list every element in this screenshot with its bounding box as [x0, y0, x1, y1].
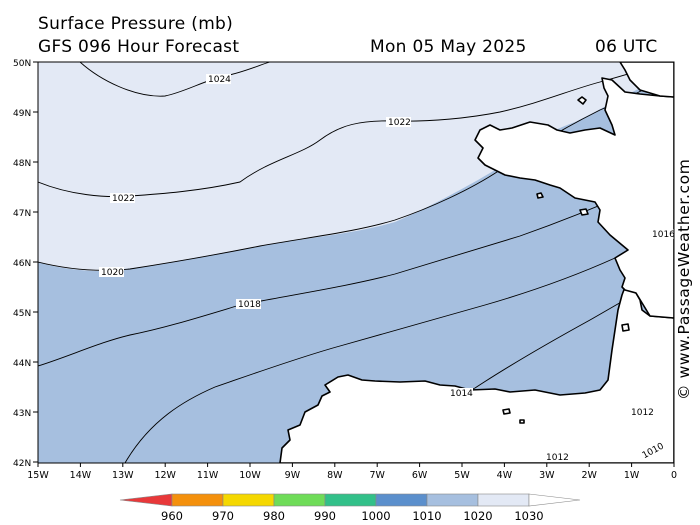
lon-label: 12W [154, 470, 176, 481]
model-run: GFS 096 Hour Forecast [38, 37, 240, 57]
svg-text:1020: 1020 [101, 268, 124, 278]
lon-label: 6W [412, 470, 428, 481]
svg-text:1016: 1016 [652, 230, 675, 240]
lon-label: 2W [581, 470, 597, 481]
lon-label: 7W [369, 470, 385, 481]
island [579, 208, 589, 216]
legend-label: 1000 [361, 509, 390, 523]
svg-text:1018: 1018 [238, 300, 261, 310]
isobar-label: 1012 [544, 452, 569, 463]
legend-swatch [426, 493, 479, 507]
svg-text:1012: 1012 [546, 453, 569, 463]
island [502, 408, 511, 415]
island [577, 96, 587, 105]
svg-text:1024: 1024 [208, 75, 231, 85]
lon-label: 3W [539, 470, 555, 481]
isobar-line [38, 71, 674, 271]
isobar-label: 1016 [650, 229, 675, 240]
legend-swatch [477, 493, 530, 507]
isobar-line [79, 62, 271, 97]
cornwall-landmass [619, 62, 674, 98]
lat-label: 46N [13, 259, 31, 269]
lat-label: 49N [13, 109, 31, 119]
lon-label: 10W [239, 470, 261, 481]
legend-label: 990 [314, 509, 336, 523]
isobar-label: 1024 [206, 74, 231, 85]
pressure-legend: 960 970 980 990 1000 1010 1020 1030 [119, 493, 581, 523]
legend-swatch [324, 493, 377, 507]
lon-label: 8W [327, 470, 343, 481]
lat-label: 50N [13, 59, 31, 69]
isobar-label: 1014 [448, 388, 473, 399]
france-landmass [474, 62, 674, 319]
legend-swatch [171, 493, 224, 507]
island [536, 192, 544, 199]
lat-label: 45N [13, 309, 31, 319]
isobar-label: 1022 [110, 193, 135, 204]
credit-watermark: © www.PassageWeather.com [675, 158, 693, 400]
isobar-label: 1018 [236, 299, 261, 310]
lon-label: 11W [197, 470, 219, 481]
longitude-axis: 15W 14W 13W 12W 11W 10W 9W 8W 7W 6W 5W 4… [27, 463, 677, 481]
lon-label: 1W [624, 470, 640, 481]
legend-label: 970 [212, 509, 234, 523]
svg-text:1014: 1014 [450, 389, 473, 399]
legend-label: 1010 [412, 509, 441, 523]
lon-label: 0 [671, 470, 677, 481]
lat-label: 48N [13, 159, 31, 169]
chart-title: Surface Pressure (mb) [38, 14, 234, 34]
legend-label: 1020 [463, 509, 492, 523]
isobar-labels: 1024 1022 1022 1020 1018 1016 1014 1012 … [99, 74, 675, 463]
legend-arrow-left [119, 493, 173, 507]
lat-label: 42N [13, 459, 31, 469]
isobar-label: 1022 [386, 117, 411, 128]
map-area [38, 62, 674, 463]
legend-label: 1030 [514, 509, 543, 523]
legend-swatch [375, 493, 428, 507]
lon-label: 4W [497, 470, 513, 481]
forecast-date: Mon 05 May 2025 [370, 37, 527, 57]
legend-label: 960 [161, 509, 183, 523]
lon-label: 13W [112, 470, 134, 481]
landmass [279, 62, 674, 463]
svg-text:1022: 1022 [388, 118, 411, 128]
island [519, 419, 525, 424]
isobar-label: 1020 [99, 267, 124, 278]
svg-text:1012: 1012 [631, 408, 654, 418]
island [621, 323, 630, 332]
lat-label: 44N [13, 359, 31, 369]
legend-swatch [273, 493, 326, 507]
lon-label: 14W [70, 470, 92, 481]
lat-label: 43N [13, 409, 31, 419]
legend-arrow-right [528, 493, 581, 507]
latitude-axis: 50N 49N 48N 47N 46N 45N 44N 43N 42N [13, 59, 38, 469]
svg-text:1022: 1022 [112, 194, 135, 204]
legend-label: 980 [263, 509, 285, 523]
lon-label: 15W [27, 470, 49, 481]
forecast-time: 06 UTC [595, 37, 658, 57]
legend-swatch [222, 493, 275, 507]
lon-label: 5W [454, 470, 470, 481]
lon-label: 9W [285, 470, 301, 481]
isobar-label: 1012 [629, 407, 654, 418]
lat-label: 47N [13, 209, 31, 219]
pressure-band-1020-plus [38, 62, 674, 271]
isobar-line [38, 62, 666, 198]
